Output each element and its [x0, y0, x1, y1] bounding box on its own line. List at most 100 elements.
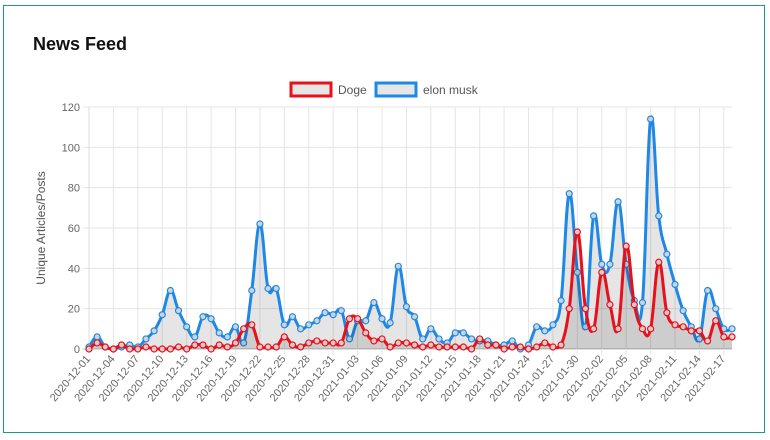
data-point-elon-musk[interactable]	[199, 313, 207, 321]
data-point-elon-musk[interactable]	[264, 284, 272, 293]
data-point-elon-musk[interactable]	[703, 286, 712, 295]
data-point-doge[interactable]	[516, 343, 524, 351]
data-point-elon-musk[interactable]	[663, 250, 671, 258]
data-point-elon-musk[interactable]	[614, 198, 622, 206]
data-point-doge[interactable]	[557, 341, 565, 349]
data-point-doge[interactable]	[598, 268, 606, 276]
data-point-doge[interactable]	[728, 333, 736, 341]
data-point-doge[interactable]	[533, 343, 541, 351]
data-point-doge[interactable]	[443, 343, 451, 351]
data-point-elon-musk[interactable]	[183, 323, 191, 331]
data-point-elon-musk[interactable]	[313, 317, 321, 325]
data-point-doge[interactable]	[288, 341, 297, 349]
data-point-elon-musk[interactable]	[223, 333, 231, 341]
data-point-elon-musk[interactable]	[158, 311, 166, 319]
data-point-doge[interactable]	[663, 309, 671, 317]
data-point-elon-musk[interactable]	[557, 297, 565, 305]
data-point-doge[interactable]	[459, 343, 468, 351]
data-point-doge[interactable]	[345, 315, 354, 323]
data-point-doge[interactable]	[101, 343, 109, 351]
data-point-elon-musk[interactable]	[679, 307, 687, 315]
data-point-elon-musk[interactable]	[565, 190, 573, 198]
data-point-doge[interactable]	[256, 343, 264, 351]
data-point-doge[interactable]	[606, 301, 614, 309]
data-point-doge[interactable]	[647, 325, 655, 333]
data-point-doge[interactable]	[541, 339, 549, 347]
data-point-doge[interactable]	[215, 341, 223, 349]
data-point-elon-musk[interactable]	[305, 321, 313, 329]
data-point-elon-musk[interactable]	[93, 333, 101, 341]
data-point-doge[interactable]	[720, 333, 728, 341]
data-point-elon-musk[interactable]	[150, 327, 158, 335]
data-point-elon-musk[interactable]	[410, 313, 419, 321]
data-point-doge[interactable]	[280, 333, 288, 341]
data-point-doge[interactable]	[370, 337, 378, 345]
data-point-elon-musk[interactable]	[712, 305, 720, 313]
data-point-doge[interactable]	[508, 343, 516, 351]
data-point-doge[interactable]	[134, 345, 142, 353]
data-point-doge[interactable]	[410, 341, 419, 349]
data-point-elon-musk[interactable]	[337, 307, 345, 315]
data-point-elon-musk[interactable]	[598, 260, 606, 268]
data-point-doge[interactable]	[329, 339, 337, 347]
data-point-elon-musk[interactable]	[467, 335, 476, 343]
legend-item-doge[interactable]: Doge	[289, 81, 367, 98]
data-point-elon-musk[interactable]	[695, 335, 704, 343]
data-point-elon-musk[interactable]	[606, 260, 614, 268]
data-point-doge[interactable]	[117, 341, 126, 349]
data-point-doge[interactable]	[427, 341, 435, 349]
chart-legend[interactable]: Doge elon musk	[289, 81, 479, 98]
data-point-elon-musk[interactable]	[459, 329, 468, 337]
data-point-doge[interactable]	[191, 341, 199, 349]
data-point-doge[interactable]	[476, 335, 484, 343]
data-point-doge[interactable]	[451, 343, 459, 351]
data-point-doge[interactable]	[687, 327, 695, 335]
data-point-doge[interactable]	[695, 327, 704, 335]
data-point-doge[interactable]	[174, 343, 183, 351]
data-point-doge[interactable]	[435, 343, 443, 351]
data-point-doge[interactable]	[231, 339, 240, 347]
data-point-elon-musk[interactable]	[541, 327, 549, 335]
data-point-doge[interactable]	[630, 301, 638, 309]
data-point-doge[interactable]	[492, 341, 500, 349]
data-point-doge[interactable]	[199, 341, 207, 349]
data-point-doge[interactable]	[313, 337, 321, 345]
data-point-elon-musk[interactable]	[419, 335, 427, 343]
data-point-elon-musk[interactable]	[370, 299, 378, 307]
data-point-elon-musk[interactable]	[638, 299, 647, 307]
data-point-elon-musk[interactable]	[435, 335, 443, 343]
data-point-elon-musk[interactable]	[345, 335, 354, 343]
data-point-elon-musk[interactable]	[297, 325, 305, 333]
data-point-elon-musk[interactable]	[166, 286, 174, 295]
data-point-elon-musk[interactable]	[142, 335, 150, 343]
data-point-doge[interactable]	[126, 345, 134, 353]
data-point-doge[interactable]	[223, 343, 231, 351]
data-point-doge[interactable]	[638, 325, 647, 333]
data-point-doge[interactable]	[419, 343, 427, 351]
data-point-elon-musk[interactable]	[394, 262, 402, 270]
data-point-doge[interactable]	[321, 339, 329, 347]
data-point-doge[interactable]	[166, 345, 174, 353]
data-point-doge[interactable]	[362, 329, 370, 337]
data-point-doge[interactable]	[655, 258, 663, 266]
data-point-elon-musk[interactable]	[533, 323, 541, 331]
data-point-elon-musk[interactable]	[590, 212, 598, 220]
data-point-doge[interactable]	[93, 339, 101, 347]
data-point-elon-musk[interactable]	[288, 313, 297, 321]
data-point-elon-musk[interactable]	[272, 284, 280, 293]
data-point-doge[interactable]	[142, 343, 150, 351]
data-point-doge[interactable]	[565, 305, 573, 313]
data-point-elon-musk[interactable]	[549, 321, 557, 329]
data-point-elon-musk[interactable]	[378, 315, 386, 323]
data-point-doge[interactable]	[109, 345, 118, 353]
data-point-doge[interactable]	[272, 343, 280, 351]
data-point-doge[interactable]	[467, 345, 476, 353]
data-point-doge[interactable]	[524, 345, 533, 353]
data-point-doge[interactable]	[240, 325, 248, 333]
data-point-elon-musk[interactable]	[451, 329, 459, 337]
data-point-elon-musk[interactable]	[240, 339, 248, 347]
data-point-elon-musk[interactable]	[386, 319, 394, 327]
data-point-doge[interactable]	[353, 315, 362, 323]
data-point-elon-musk[interactable]	[508, 337, 516, 345]
data-point-elon-musk[interactable]	[280, 321, 288, 329]
